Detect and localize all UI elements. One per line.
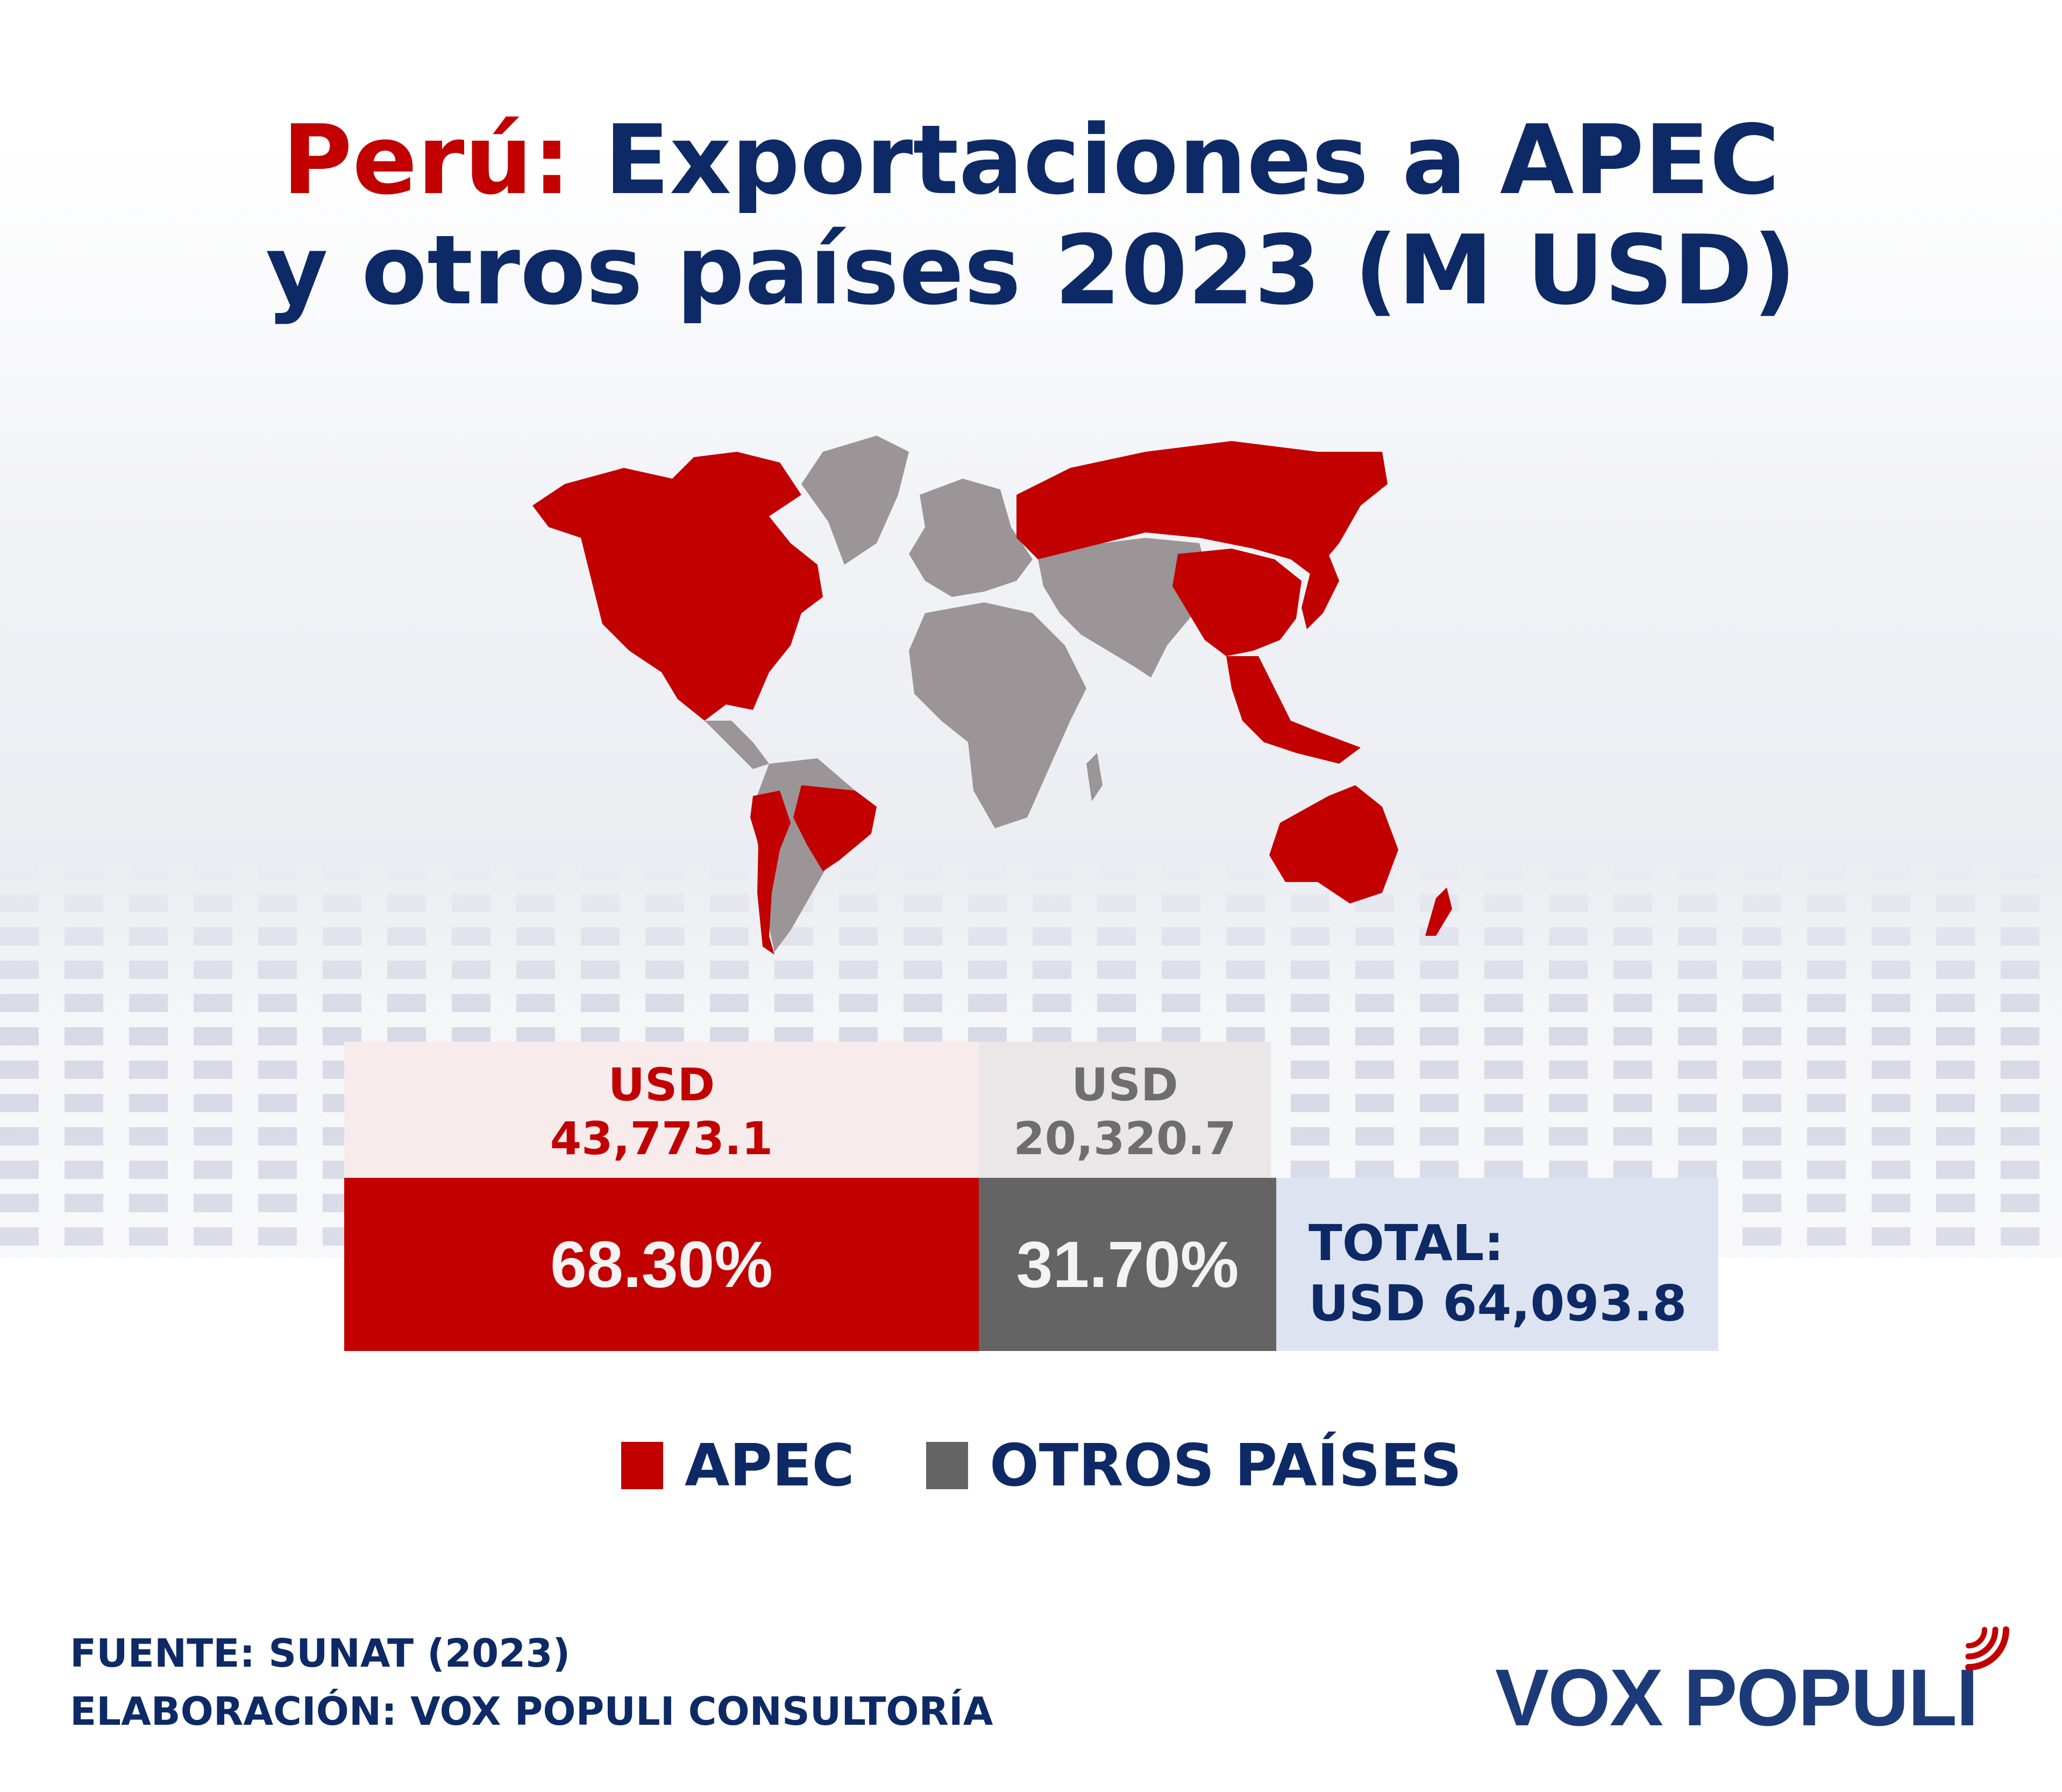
- chart-title: Perú: Exportaciones a APEC y otros paíse…: [0, 105, 2062, 325]
- source-note: FUENTE: SUNAT (2023) ELABORACIÓN: VOX PO…: [70, 1624, 993, 1740]
- world-map: [532, 436, 1452, 955]
- map-asia-other: [1038, 538, 1210, 678]
- map-africa: [909, 602, 1086, 828]
- map-russia: [1016, 441, 1388, 575]
- map-peru-chile: [750, 791, 791, 955]
- total-value: USD 64,093.8: [1309, 1275, 1687, 1332]
- legend-label-apec: APEC: [685, 1432, 855, 1499]
- title-line1: Exportaciones a APEC: [604, 104, 1780, 216]
- title-line2: y otros países 2023 (M USD): [265, 215, 1797, 326]
- map-southeast-asia: [1226, 656, 1361, 764]
- elaboration-line: ELABORACIÓN: VOX POPULI CONSULTORÍA: [70, 1689, 993, 1734]
- otros-pct-label: 31.70%: [1016, 1228, 1239, 1301]
- otros-currency: USD: [1071, 1058, 1178, 1111]
- title-country: Perú:: [282, 104, 571, 216]
- map-new-zealand: [1425, 887, 1452, 936]
- map-north-america: [532, 452, 823, 721]
- legend-item-otros: OTROS PAÍSES: [926, 1431, 1462, 1501]
- map-central-america: [705, 721, 769, 769]
- map-greenland: [801, 436, 909, 565]
- apec-currency: USD: [608, 1058, 715, 1111]
- total-box: TOTAL: USD 64,093.8: [1276, 1178, 1718, 1351]
- source-line: FUENTE: SUNAT (2023): [70, 1631, 571, 1676]
- signal-icon: [1965, 1626, 2009, 1670]
- otros-value-box: USD 20,320.7: [979, 1042, 1271, 1178]
- apec-bar: 68.30%: [344, 1178, 979, 1351]
- map-europe: [909, 479, 1033, 597]
- legend-item-apec: APEC: [621, 1431, 855, 1501]
- otros-bar: 31.70%: [979, 1178, 1276, 1351]
- legend-swatch-otros: [926, 1442, 968, 1489]
- map-madagascar: [1086, 753, 1103, 801]
- map-china: [1172, 549, 1302, 656]
- map-japan: [1302, 554, 1339, 629]
- apec-value: 43,773.1: [550, 1112, 773, 1165]
- vox-populi-logo: VOX POPULI: [1495, 1652, 1979, 1743]
- apec-pct-label: 68.30%: [550, 1228, 773, 1301]
- legend-label-otros: OTROS PAÍSES: [990, 1432, 1462, 1499]
- total-label: TOTAL:: [1309, 1214, 1504, 1272]
- otros-value: 20,320.7: [1013, 1112, 1236, 1165]
- map-brazil: [793, 785, 877, 871]
- apec-value-box: USD 43,773.1: [344, 1042, 979, 1178]
- map-australia: [1269, 785, 1398, 904]
- legend-swatch-apec: [621, 1442, 663, 1489]
